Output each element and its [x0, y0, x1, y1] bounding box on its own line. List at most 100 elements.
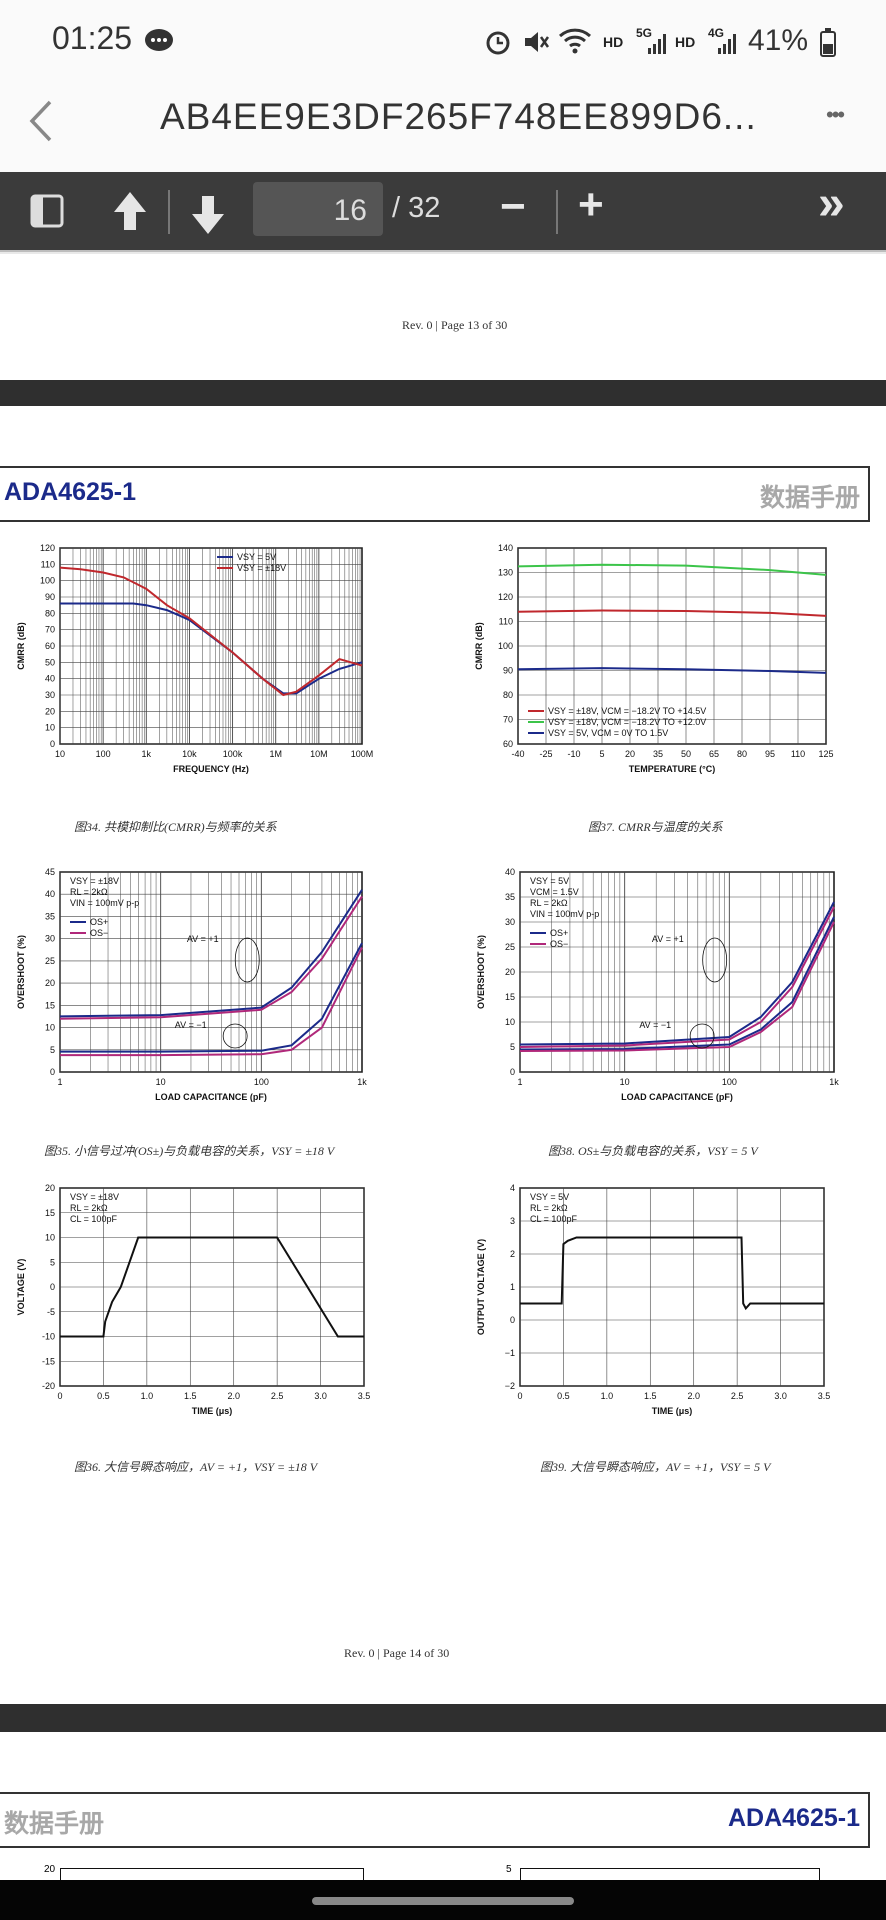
series-line — [60, 947, 363, 1057]
5g-label: 5G — [636, 26, 653, 40]
x-tick-label: 1k — [357, 1077, 367, 1087]
y-tick-label: -5 — [47, 1307, 55, 1317]
page-gap — [0, 1704, 886, 1732]
series-line — [519, 916, 835, 1051]
y-tick-label: 0 — [50, 739, 55, 749]
page-header: 数据手册 ADA4625-1 — [0, 1792, 870, 1848]
legend-label: VSY = 5V, VCM = 0V TO 1.5V — [548, 728, 668, 738]
datasheet-label: 数据手册 — [759, 484, 860, 512]
more-menu-button[interactable]: ••• — [826, 102, 845, 127]
y-tick-label: 90 — [503, 666, 513, 676]
y-tick-label: 90 — [45, 592, 55, 602]
y-tick-label: 5 — [50, 1257, 55, 1267]
more-tools-button[interactable]: » — [818, 177, 845, 230]
plot-area — [59, 871, 363, 1073]
annotation-gain: AV = +1 — [652, 934, 684, 944]
x-axis-label: TIME (μs) — [192, 1406, 233, 1416]
caption-fig38: 图38. OS±与负载电容的关系，VSY = 5 V — [548, 1144, 758, 1158]
x-tick-label: 10M — [310, 749, 328, 759]
annotation-text: RL = 2kΩ — [530, 1203, 568, 1213]
legend-label: VSY = 5V — [237, 552, 276, 562]
caption-fig37: 图37. CMRR与温度的关系 — [588, 820, 723, 834]
pdf-page-15: 数据手册 ADA4625-1 20 5 — [0, 1732, 886, 1880]
y-tick-label: 0 — [50, 1067, 55, 1077]
page-down-icon[interactable] — [188, 192, 228, 236]
x-tick-label: 1M — [269, 749, 282, 759]
x-tick-label: 10k — [182, 749, 197, 759]
sidebar-toggle-icon[interactable] — [30, 194, 64, 228]
x-tick-label: 5 — [599, 749, 604, 759]
y-tick-label: 35 — [45, 911, 55, 921]
x-tick-label: 1 — [57, 1077, 62, 1087]
x-tick-label: 20 — [625, 749, 635, 759]
product-name: ADA4625-1 — [727, 1804, 860, 1832]
page-header: ADA4625-1 数据手册 — [0, 466, 870, 522]
y-tick-label: 35 — [505, 892, 515, 902]
series-line — [59, 895, 363, 1020]
y-axis-label: CMRR (dB) — [16, 622, 26, 670]
y-tick-label: 2 — [510, 1249, 515, 1259]
y-tick-label: 40 — [45, 674, 55, 684]
back-icon[interactable] — [26, 98, 56, 144]
y-tick-label: 120 — [498, 592, 513, 602]
y-axis-label: VOLTAGE (V) — [16, 1259, 26, 1316]
chart-top-left — [60, 1868, 364, 1880]
y-tick-label: 10 — [505, 1017, 515, 1027]
toolbar-divider — [168, 190, 170, 234]
page-number-input[interactable]: 16 — [253, 182, 383, 236]
x-tick-label: 2.5 — [271, 1391, 284, 1401]
y-tick-label: 110 — [499, 617, 513, 627]
y-tick-label: 15 — [45, 1208, 55, 1218]
annotation-text: VSY = ±18V — [70, 1192, 119, 1202]
legend-label: VSY = ±18V — [237, 563, 286, 573]
hd-label-2: HD — [675, 34, 696, 50]
x-tick-label: 50 — [681, 749, 691, 759]
series-line — [60, 1236, 364, 1338]
y-tick-label: 130 — [498, 568, 513, 578]
y-tick-label: 10 — [45, 723, 55, 733]
x-axis-label: LOAD CAPACITANCE (pF) — [621, 1092, 733, 1102]
annotation-ellipse — [234, 937, 260, 983]
figure-37-cmrr-vs-temperature: 60 70 80 90 100 110 120 130 140 -40 -25 -10 5 20 35 50 6… — [474, 543, 834, 774]
annotation-text: VCM = 1.5V — [530, 887, 579, 897]
y-tick-label: 0 — [510, 1067, 515, 1077]
y-tick-label: 20 — [45, 706, 55, 716]
x-tick-label: 10 — [156, 1077, 166, 1087]
page-up-icon[interactable] — [110, 190, 150, 234]
zoom-out-button[interactable]: − — [500, 182, 526, 231]
annotation-text: RL = 2kΩ — [70, 1203, 108, 1213]
series-line — [59, 566, 363, 697]
annotation-gain: AV = −1 — [175, 1020, 207, 1030]
page-gap — [0, 380, 886, 406]
x-tick-label: 2.0 — [227, 1391, 240, 1401]
y-tick-label: 60 — [503, 739, 513, 749]
x-tick-label: -10 — [567, 749, 580, 759]
y-tick-label: 40 — [505, 867, 515, 877]
y-tick-label: 3 — [510, 1216, 515, 1226]
alarm-icon — [486, 31, 510, 55]
y-tick-top-right: 5 — [506, 1864, 512, 1875]
series-line — [519, 921, 835, 1052]
y-tick-label: 100 — [40, 576, 55, 586]
series-line — [519, 901, 835, 1046]
home-indicator[interactable] — [312, 1897, 574, 1905]
legend-label: OS+ — [90, 917, 108, 927]
y-tick-label: 0 — [510, 1315, 515, 1325]
x-tick-label: -40 — [511, 749, 524, 759]
zoom-in-button[interactable]: + — [578, 180, 604, 229]
wifi-icon — [558, 28, 592, 54]
x-axis-label: FREQUENCY (Hz) — [173, 764, 249, 774]
fig39-frame: −2 −1 0 1 2 3 4 0 0.5 1.0 1.5 2.0 2.5 3.0 3.5 TIME (μs)… — [476, 1183, 830, 1416]
x-tick-label: 3.0 — [314, 1391, 327, 1401]
pdf-page-14: ADA4625-1 数据手册 0 10 20 30 40 50 60 70 80 90 100 110… — [0, 406, 886, 1704]
annotation-text: VIN = 100mV p-p — [530, 909, 599, 919]
y-tick-label: 1 — [510, 1282, 515, 1292]
y-tick-label: 80 — [45, 608, 55, 618]
datasheet-label: 数据手册 — [4, 1810, 105, 1838]
y-tick-label: 100 — [498, 641, 513, 651]
product-name: ADA4625-1 — [4, 478, 137, 506]
document-title: AB4EE9E3DF265F748EE899D6... — [160, 96, 757, 137]
fig36-frame: -20 -15 -10 -5 0 5 10 15 20 0 0.5 1.0 1.5 2.0 2.5 3.0 3.… — [16, 1183, 370, 1416]
